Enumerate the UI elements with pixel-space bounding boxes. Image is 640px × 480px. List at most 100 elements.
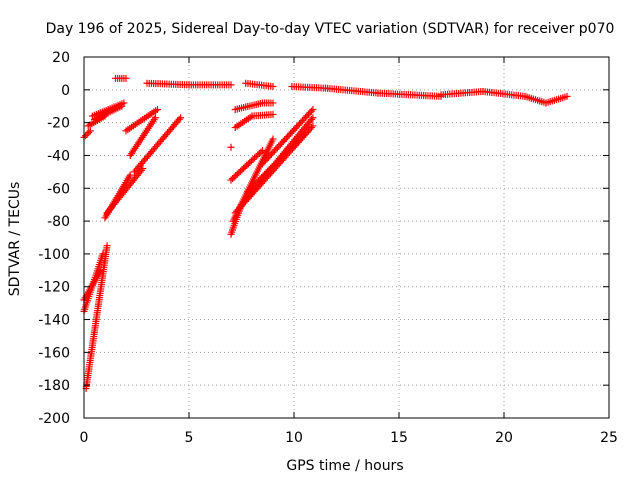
data-point-marker bbox=[268, 163, 276, 171]
y-tick-label: -20 bbox=[47, 116, 70, 132]
data-point-marker bbox=[103, 242, 111, 250]
data-point-marker bbox=[290, 126, 298, 134]
data-point-marker bbox=[269, 83, 277, 91]
data-point-marker bbox=[261, 170, 269, 178]
data-point-marker bbox=[227, 176, 235, 184]
y-tick-label: -80 bbox=[47, 214, 70, 230]
data-point-marker bbox=[236, 167, 244, 175]
y-tick-label: 0 bbox=[61, 83, 70, 99]
data-point-marker bbox=[126, 171, 134, 179]
data-point-marker bbox=[251, 180, 259, 188]
data-point-marker bbox=[240, 164, 248, 172]
y-tick-label: 20 bbox=[52, 50, 70, 66]
data-point-marker bbox=[273, 144, 281, 152]
data-point-marker bbox=[290, 141, 298, 149]
data-point-marker bbox=[296, 135, 304, 143]
data-point-marker bbox=[258, 174, 266, 182]
data-point-marker bbox=[265, 166, 273, 174]
data-point-marker bbox=[301, 113, 309, 121]
data-point-marker bbox=[270, 147, 278, 155]
data-point-marker bbox=[249, 155, 257, 163]
data-point-marker bbox=[308, 115, 315, 123]
chart-title: Day 196 of 2025, Sidereal Day-to-day VTE… bbox=[46, 21, 615, 37]
data-point-marker bbox=[287, 144, 295, 152]
data-point-marker bbox=[264, 153, 272, 161]
data-point-marker bbox=[267, 150, 275, 158]
data-point-marker bbox=[278, 153, 286, 161]
data-point-marker bbox=[227, 143, 235, 151]
data-point-marker bbox=[309, 122, 317, 130]
data-point-marker bbox=[279, 152, 287, 160]
data-point-marker bbox=[247, 184, 255, 192]
data-point-marker bbox=[232, 172, 240, 180]
plot-frame bbox=[83, 56, 610, 419]
data-point-marker bbox=[235, 169, 243, 177]
data-point-marker bbox=[291, 125, 299, 133]
data-point-marker bbox=[281, 136, 289, 144]
x-axis-label: GPS time / hours bbox=[286, 458, 403, 474]
x-tick-label: 15 bbox=[390, 430, 408, 446]
data-point-marker bbox=[250, 181, 258, 189]
data-point-marker bbox=[255, 177, 263, 185]
data-point-marker bbox=[257, 148, 265, 156]
data-point-marker bbox=[291, 139, 299, 147]
y-tick-label: -120 bbox=[38, 280, 70, 296]
data-point-marker bbox=[245, 186, 253, 194]
data-point-marker bbox=[288, 143, 296, 151]
y-axis-label: SDTVAR / TECUs bbox=[7, 182, 23, 297]
data-point-marker bbox=[122, 74, 130, 82]
y-tick-label: -180 bbox=[38, 378, 70, 394]
data-point-marker bbox=[284, 133, 292, 141]
data-point-marker bbox=[299, 117, 307, 125]
data-point-marker bbox=[293, 138, 301, 146]
data-point-marker bbox=[233, 170, 241, 178]
data-point-marker bbox=[267, 164, 275, 172]
y-tick-label: -100 bbox=[38, 247, 70, 263]
data-point-marker bbox=[118, 102, 126, 110]
data-point-marker bbox=[270, 161, 278, 169]
data-point-marker bbox=[154, 106, 161, 114]
data-point-marker bbox=[244, 160, 252, 168]
data-point-marker bbox=[86, 127, 94, 135]
data-point-marker bbox=[563, 92, 571, 100]
data-point-marker bbox=[252, 152, 260, 160]
x-tick-label: 0 bbox=[80, 430, 89, 446]
data-point-marker bbox=[255, 149, 263, 157]
grid-lines bbox=[84, 57, 609, 418]
data-point-marker bbox=[299, 132, 307, 140]
data-point-marker bbox=[241, 163, 249, 171]
y-tick-label: -40 bbox=[47, 148, 70, 164]
data-point-marker bbox=[269, 135, 277, 143]
data-point-marker bbox=[261, 156, 269, 164]
data-point-marker bbox=[259, 160, 266, 168]
data-point-marker bbox=[175, 115, 183, 123]
data-point-marker bbox=[271, 160, 279, 168]
data-point-marker bbox=[294, 121, 302, 129]
data-point-marker bbox=[309, 106, 317, 114]
data-point-marker bbox=[274, 157, 282, 165]
data-point-marker bbox=[244, 188, 252, 196]
data-points bbox=[80, 74, 571, 392]
data-point-marker bbox=[294, 136, 302, 144]
y-tick-label: -140 bbox=[38, 313, 70, 329]
data-point-marker bbox=[254, 151, 262, 159]
data-point-marker bbox=[248, 183, 256, 191]
data-point-marker bbox=[83, 130, 91, 138]
data-point-marker bbox=[177, 114, 185, 122]
data-point-marker bbox=[266, 152, 274, 160]
data-point-marker bbox=[296, 120, 304, 128]
data-point-marker bbox=[253, 178, 261, 186]
data-point-marker bbox=[278, 139, 286, 147]
data-point-marker bbox=[307, 107, 315, 115]
data-point-marker bbox=[285, 131, 293, 139]
data-point-marker bbox=[272, 145, 280, 153]
data-point-marker bbox=[256, 175, 264, 183]
data-point-marker bbox=[304, 110, 312, 118]
data-point-marker bbox=[247, 157, 255, 165]
data-point-marker bbox=[309, 114, 317, 122]
data-point-marker bbox=[263, 155, 271, 163]
data-point-marker bbox=[264, 167, 272, 175]
data-point-marker bbox=[269, 99, 277, 107]
data-point-marker bbox=[281, 150, 289, 158]
x-tick-label: 5 bbox=[185, 430, 194, 446]
